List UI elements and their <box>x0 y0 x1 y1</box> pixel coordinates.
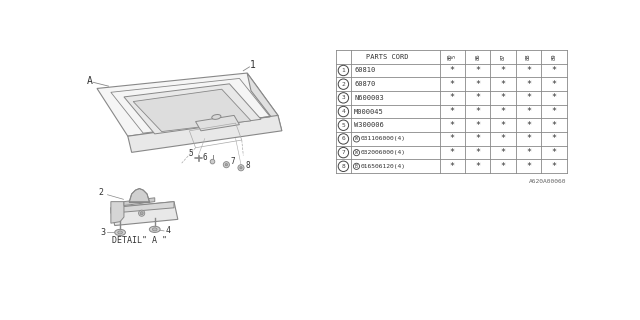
Text: M000045: M000045 <box>354 108 384 115</box>
Text: *: * <box>476 162 480 171</box>
Text: *: * <box>526 107 531 116</box>
Text: N600003: N600003 <box>354 95 384 101</box>
Ellipse shape <box>152 228 157 231</box>
Text: 6: 6 <box>202 153 207 162</box>
Text: *: * <box>526 148 531 157</box>
Text: *: * <box>526 121 531 130</box>
Circle shape <box>223 162 230 168</box>
Text: 032006000(4): 032006000(4) <box>361 150 406 155</box>
Text: DETAIL" A ": DETAIL" A " <box>112 236 167 244</box>
Text: *: * <box>500 134 506 143</box>
Text: 89: 89 <box>552 53 557 60</box>
Text: 4: 4 <box>165 227 170 236</box>
Text: *: * <box>476 134 480 143</box>
Text: 7: 7 <box>230 157 235 166</box>
Ellipse shape <box>149 226 160 232</box>
Text: *: * <box>552 107 557 116</box>
Text: 3: 3 <box>100 228 106 237</box>
Text: 1: 1 <box>250 60 255 70</box>
Circle shape <box>238 165 244 171</box>
Polygon shape <box>196 116 239 131</box>
Text: W300006: W300006 <box>354 122 384 128</box>
Text: A620A00060: A620A00060 <box>529 179 566 184</box>
Text: *: * <box>500 162 506 171</box>
Polygon shape <box>133 89 251 132</box>
Text: 1: 1 <box>342 68 345 73</box>
Text: *: * <box>450 134 455 143</box>
Text: *: * <box>500 80 506 89</box>
Text: *: * <box>526 66 531 75</box>
Ellipse shape <box>115 229 125 236</box>
Text: *: * <box>450 66 455 75</box>
Text: 88: 88 <box>526 53 531 60</box>
Polygon shape <box>111 202 178 226</box>
Ellipse shape <box>212 115 221 119</box>
Text: 60810: 60810 <box>354 68 376 74</box>
Text: *: * <box>476 107 480 116</box>
Circle shape <box>240 167 242 169</box>
Text: 2: 2 <box>342 82 345 87</box>
Text: B: B <box>355 164 358 169</box>
Text: W: W <box>355 150 358 155</box>
Circle shape <box>140 212 143 215</box>
Text: *: * <box>526 162 531 171</box>
Text: 87: 87 <box>500 53 506 60</box>
Circle shape <box>210 159 215 164</box>
Text: *: * <box>552 93 557 102</box>
Text: 6: 6 <box>342 136 345 141</box>
Text: *: * <box>450 93 455 102</box>
Text: 60870: 60870 <box>354 81 376 87</box>
Polygon shape <box>97 73 278 136</box>
Text: A: A <box>86 76 92 86</box>
Text: 5: 5 <box>189 148 193 158</box>
Ellipse shape <box>118 231 122 234</box>
Text: *: * <box>450 121 455 130</box>
Text: *: * <box>552 121 557 130</box>
Text: 80
5: 80 5 <box>448 53 457 60</box>
Text: *: * <box>450 148 455 157</box>
Circle shape <box>139 210 145 216</box>
Text: *: * <box>500 121 506 130</box>
Text: 031106000(4): 031106000(4) <box>361 136 406 141</box>
Text: *: * <box>500 148 506 157</box>
Text: *: * <box>476 66 480 75</box>
Text: 86: 86 <box>476 53 480 60</box>
Text: *: * <box>500 93 506 102</box>
Text: *: * <box>476 93 480 102</box>
Text: *: * <box>552 66 557 75</box>
Circle shape <box>225 164 227 166</box>
Text: W: W <box>355 136 358 141</box>
Text: *: * <box>476 80 480 89</box>
Text: *: * <box>500 66 506 75</box>
Text: 5: 5 <box>342 123 345 128</box>
Text: 3: 3 <box>342 95 345 100</box>
Text: 2: 2 <box>99 188 103 197</box>
Text: *: * <box>500 107 506 116</box>
Text: *: * <box>450 162 455 171</box>
Polygon shape <box>129 188 149 202</box>
Text: *: * <box>450 107 455 116</box>
Polygon shape <box>247 73 282 131</box>
Text: 016506120(4): 016506120(4) <box>361 164 406 169</box>
Text: *: * <box>526 134 531 143</box>
Text: 4: 4 <box>342 109 345 114</box>
Text: *: * <box>526 80 531 89</box>
Text: 8: 8 <box>246 161 250 170</box>
Polygon shape <box>124 84 261 134</box>
Polygon shape <box>111 202 174 213</box>
Text: *: * <box>450 80 455 89</box>
Text: *: * <box>552 80 557 89</box>
Polygon shape <box>111 202 124 223</box>
Polygon shape <box>128 116 282 152</box>
Text: *: * <box>552 148 557 157</box>
Text: *: * <box>476 148 480 157</box>
Text: *: * <box>476 121 480 130</box>
Text: 8: 8 <box>342 164 345 169</box>
Text: *: * <box>552 162 557 171</box>
Text: *: * <box>552 134 557 143</box>
Text: PARTS CORD: PARTS CORD <box>367 54 409 60</box>
Text: 7: 7 <box>342 150 345 155</box>
Text: *: * <box>526 93 531 102</box>
Polygon shape <box>124 198 155 205</box>
